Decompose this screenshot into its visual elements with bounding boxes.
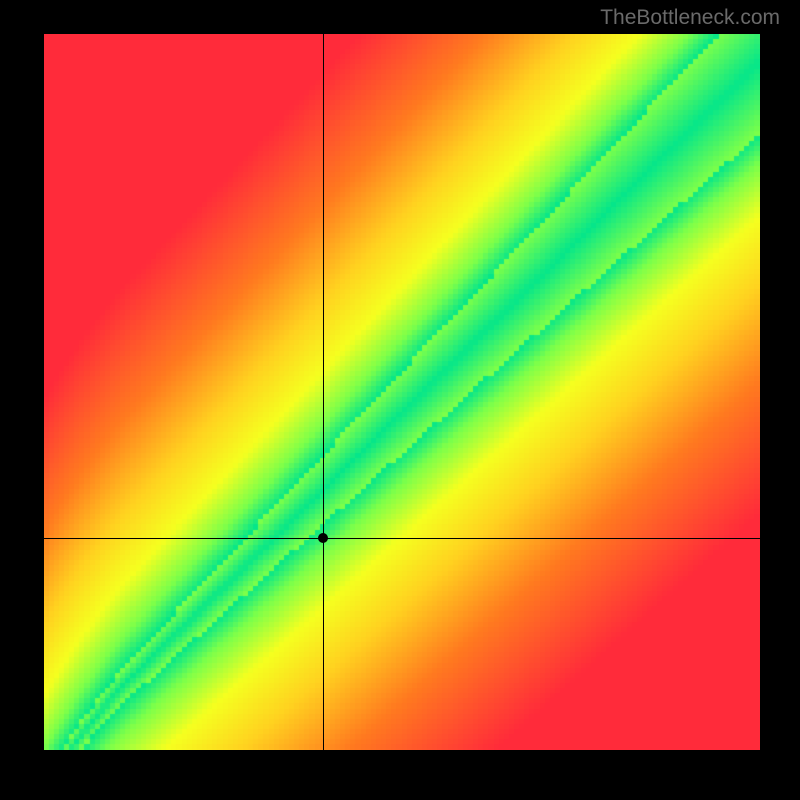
data-point-marker bbox=[318, 533, 328, 543]
chart-container: TheBottleneck.com bbox=[0, 0, 800, 800]
crosshair-vertical bbox=[323, 34, 324, 750]
crosshair-horizontal bbox=[44, 538, 760, 539]
attribution-label: TheBottleneck.com bbox=[600, 6, 780, 30]
bottleneck-heatmap bbox=[44, 34, 760, 750]
